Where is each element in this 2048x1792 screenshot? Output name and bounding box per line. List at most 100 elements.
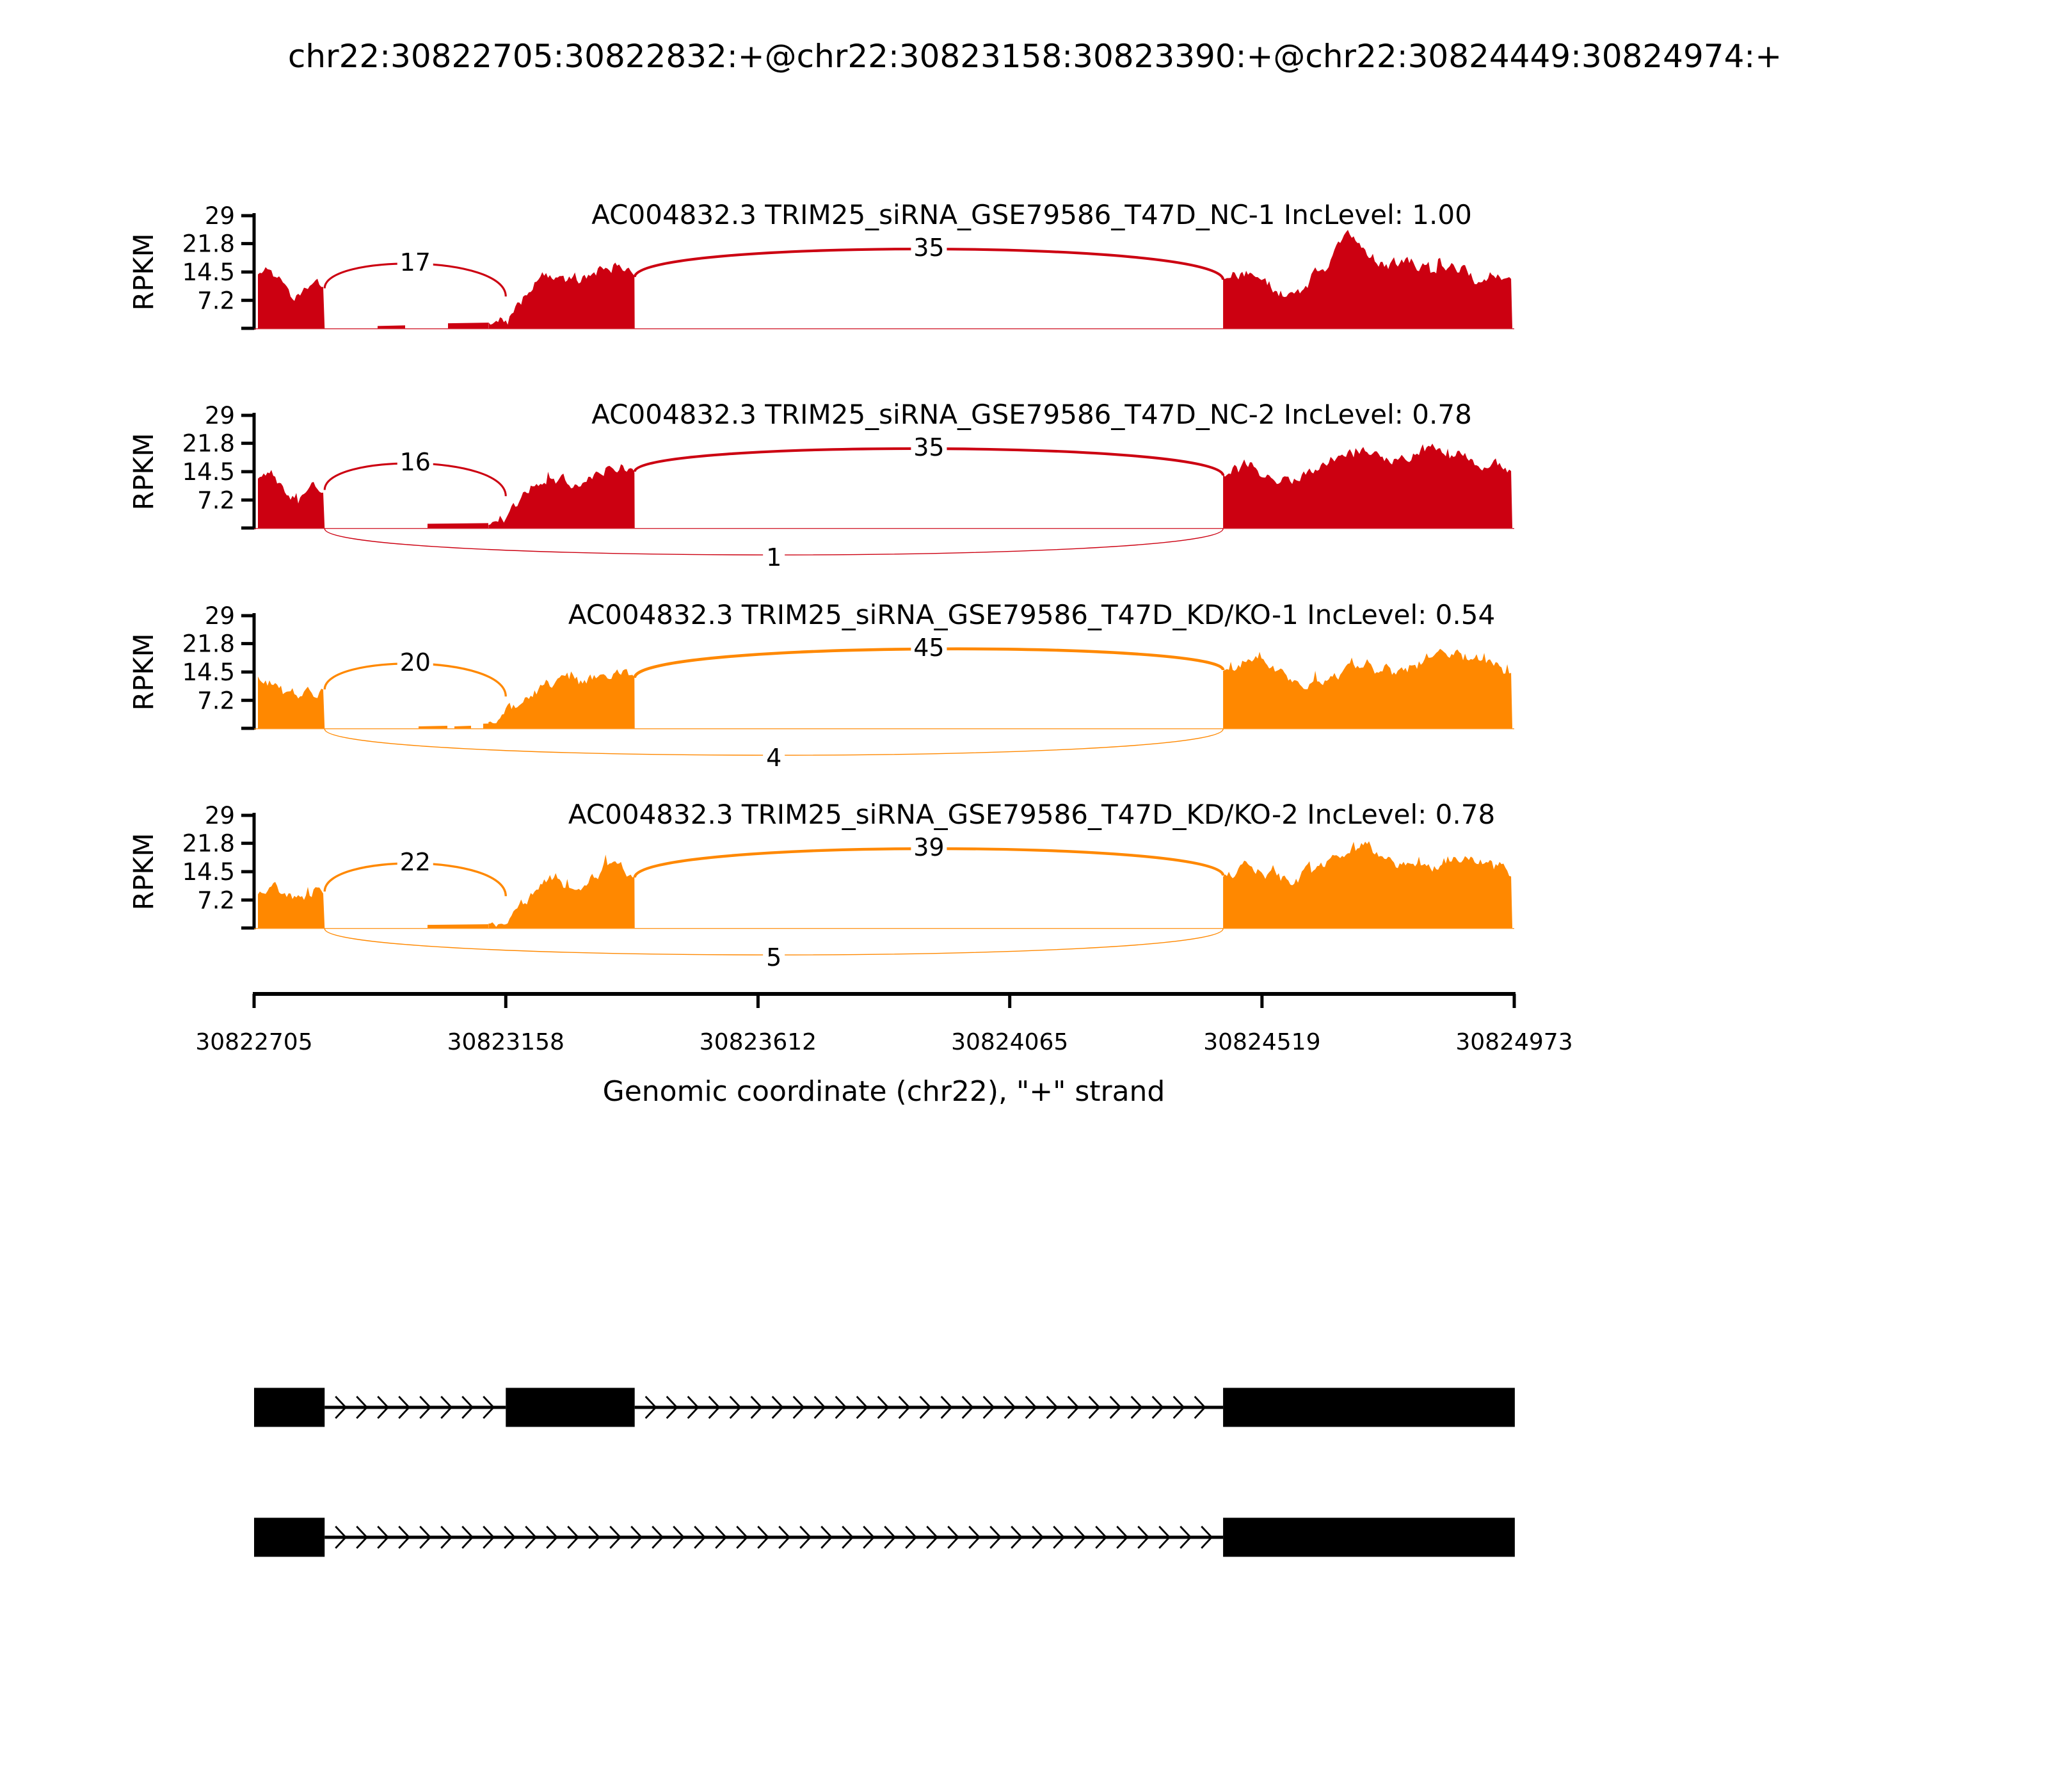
- junction-count-label: 35: [913, 234, 944, 262]
- junction-count-label: 1: [766, 543, 781, 572]
- coverage-area: [258, 267, 325, 328]
- y-tick-label: 14.5: [182, 259, 235, 286]
- strand-arrow-icon: [835, 1396, 847, 1419]
- strand-arrow-icon: [898, 1396, 911, 1419]
- strand-arrow-icon: [483, 1526, 495, 1549]
- y-tick-label: 29: [205, 802, 235, 829]
- junction-label-mask: [911, 235, 947, 260]
- strand-arrow-icon: [989, 1526, 1002, 1549]
- strand-arrow-icon: [863, 1526, 876, 1549]
- strand-arrow-icon: [968, 1526, 981, 1549]
- strand-arrow-icon: [1088, 1396, 1101, 1419]
- y-tick-label: 14.5: [182, 659, 235, 686]
- junction-label-mask: [911, 435, 947, 460]
- strand-arrow-icon: [1151, 1396, 1164, 1419]
- junction-count-label: 20: [400, 648, 431, 676]
- junction-label-mask: [397, 650, 433, 675]
- junction-label-mask: [763, 545, 785, 570]
- strand-arrow-icon: [813, 1396, 826, 1419]
- exon-box: [254, 1517, 325, 1557]
- junction-label-mask: [397, 250, 433, 275]
- strand-arrow-icon: [919, 1396, 932, 1419]
- exon-box: [506, 1388, 635, 1427]
- strand-arrow-icon: [1137, 1526, 1150, 1549]
- strand-arrow-icon: [419, 1526, 432, 1549]
- strand-arrow-icon: [877, 1396, 890, 1419]
- strand-arrow-icon: [398, 1396, 411, 1419]
- strand-arrow-icon: [525, 1526, 538, 1549]
- strand-arrow-icon: [982, 1396, 995, 1419]
- junction-count-label: 39: [913, 833, 944, 861]
- strand-arrow-icon: [483, 1396, 495, 1419]
- strand-arrow-icon: [335, 1526, 348, 1549]
- junction-count-label: 5: [766, 943, 781, 972]
- junction-label-mask: [763, 745, 785, 771]
- strand-arrow-icon: [926, 1526, 939, 1549]
- strand-arrow-icon: [757, 1526, 770, 1549]
- junction-count-label: 16: [400, 448, 431, 476]
- x-tick-label: 30824065: [951, 1029, 1068, 1055]
- coverage-area: [258, 882, 325, 928]
- strand-arrow-icon: [461, 1396, 474, 1419]
- strand-arrow-icon: [842, 1526, 854, 1549]
- strand-arrow-icon: [1130, 1396, 1143, 1419]
- strand-arrow-icon: [856, 1396, 868, 1419]
- junction-count-label: 4: [766, 744, 781, 772]
- junction-count-label: 17: [400, 248, 431, 276]
- strand-arrow-icon: [687, 1396, 700, 1419]
- coverage-area: [1223, 230, 1512, 328]
- strand-arrow-icon: [694, 1526, 707, 1549]
- coverage-area: [488, 854, 635, 928]
- strand-arrow-icon: [377, 1526, 390, 1549]
- y-tick-label: 21.8: [182, 830, 235, 858]
- x-tick-label: 30823158: [447, 1029, 564, 1055]
- y-axis-title: RPKM: [128, 633, 160, 710]
- strand-arrow-icon: [1046, 1396, 1059, 1419]
- coverage-area: [419, 725, 447, 728]
- strand-arrow-icon: [792, 1396, 805, 1419]
- strand-arrow-icon: [1053, 1526, 1066, 1549]
- junction-label-mask: [397, 849, 433, 875]
- x-tick-label: 30822705: [195, 1029, 312, 1055]
- y-tick-label: 29: [205, 402, 235, 429]
- coverage-track: AC004832.3 TRIM25_siRNA_GSE79586_T47D_KD…: [128, 599, 1514, 772]
- coverage-area: [258, 676, 325, 728]
- figure-title: chr22:30822705:30822832:+@chr22:30823158…: [288, 38, 1782, 75]
- strand-arrow-icon: [652, 1526, 664, 1549]
- isoform-track: [254, 1517, 1515, 1557]
- strand-arrow-icon: [778, 1526, 791, 1549]
- y-tick-label: 7.2: [197, 886, 235, 914]
- y-tick-label: 7.2: [197, 486, 235, 514]
- track-title: AC004832.3 TRIM25_siRNA_GSE79586_T47D_NC…: [591, 399, 1472, 430]
- junction-count-label: 45: [913, 634, 944, 662]
- coverage-area: [378, 325, 405, 328]
- strand-arrow-icon: [1032, 1526, 1044, 1549]
- strand-arrow-icon: [666, 1396, 678, 1419]
- isoform-annotation: [254, 1388, 1515, 1557]
- coverage-area: [454, 725, 471, 728]
- track-title: AC004832.3 TRIM25_siRNA_GSE79586_T47D_KD…: [568, 799, 1495, 830]
- y-tick-label: 7.2: [197, 687, 235, 714]
- strand-arrow-icon: [546, 1526, 559, 1549]
- strand-arrow-icon: [1116, 1526, 1129, 1549]
- exon-box: [1223, 1517, 1515, 1557]
- strand-arrow-icon: [398, 1526, 411, 1549]
- junction-label-mask: [763, 945, 785, 970]
- exon-box: [1223, 1388, 1515, 1427]
- strand-arrow-icon: [750, 1396, 763, 1419]
- strand-arrow-icon: [461, 1526, 474, 1549]
- y-tick-label: 21.8: [182, 230, 235, 258]
- x-axis: 30822705 30823158 30823612 30824065 30824519…: [195, 992, 1573, 1055]
- strand-arrow-icon: [1158, 1526, 1171, 1549]
- strand-arrow-icon: [673, 1526, 685, 1549]
- strand-arrow-icon: [609, 1526, 622, 1549]
- coverage-area: [488, 262, 635, 328]
- strand-arrow-icon: [377, 1396, 390, 1419]
- junction-label-mask: [911, 835, 947, 860]
- strand-arrow-icon: [1095, 1526, 1108, 1549]
- strand-arrow-icon: [588, 1526, 601, 1549]
- y-tick-label: 21.8: [182, 630, 235, 658]
- y-axis-title: RPKM: [128, 433, 160, 510]
- junction-count-label: 22: [400, 848, 431, 876]
- strand-arrow-icon: [1067, 1396, 1080, 1419]
